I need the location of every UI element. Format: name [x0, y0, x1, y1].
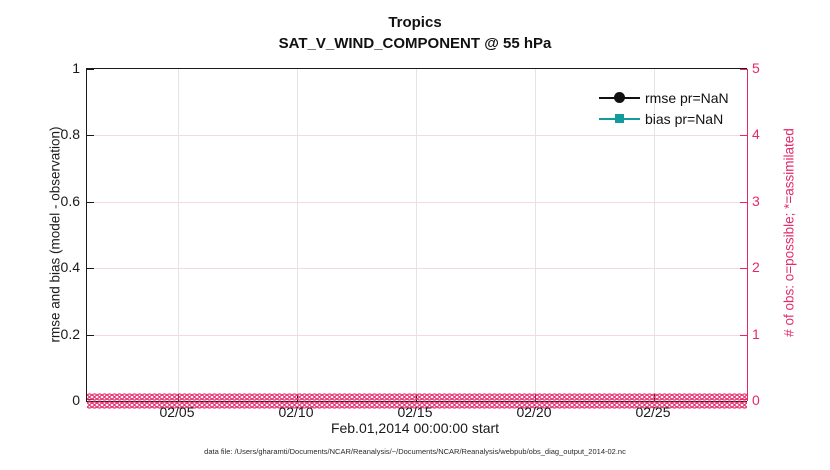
y-tick-label-right: 1	[752, 326, 760, 342]
x-tick-label: 02/20	[516, 404, 552, 420]
y-tick-label-left: 0.2	[60, 326, 80, 342]
y-tick-mark-right	[740, 69, 747, 71]
y-tick-mark-left	[87, 69, 94, 71]
gridline-vertical	[654, 69, 655, 401]
gridline-vertical	[178, 69, 179, 401]
x-axis-label: Feb.01,2014 00:00:00 start	[330, 420, 500, 436]
y-tick-mark-left	[87, 135, 94, 137]
y-tick-label-right: 4	[752, 126, 760, 142]
x-tick-label: 02/25	[635, 404, 671, 420]
plot-area: rmse pr=NaN bias pr=NaN	[86, 68, 749, 409]
legend-label: bias pr=NaN	[645, 110, 724, 127]
right-axis-spine	[747, 69, 749, 401]
chart-title-region: Tropics	[388, 14, 442, 31]
y-tick-mark-right	[740, 135, 747, 137]
x-tick-label: 02/10	[278, 404, 314, 420]
y-tick-label-left: 0	[72, 392, 80, 408]
data-file-path: data file: /Users/gharamti/Documents/NCA…	[204, 447, 626, 456]
y-tick-label-right: 3	[752, 193, 760, 209]
x-tick-label: 02/15	[397, 404, 433, 420]
circle-marker-icon	[599, 92, 640, 104]
y-tick-label-left: 0.4	[60, 259, 80, 275]
chart-title-variable: SAT_V_WIND_COMPONENT @ 55 hPa	[278, 35, 552, 52]
gridline-horizontal	[87, 202, 747, 203]
x-tick-label: 02/05	[159, 404, 195, 420]
y-tick-mark-left	[87, 335, 94, 337]
y-tick-mark-left	[87, 202, 94, 204]
gridline-horizontal	[87, 135, 747, 136]
obs-count-marker-band	[87, 393, 747, 409]
y-tick-mark-right	[740, 268, 747, 270]
gridline-vertical	[297, 69, 298, 401]
square-marker-icon	[599, 113, 640, 125]
y-axis-right-label: # of obs: o=possible; *=assimilated	[781, 128, 797, 337]
y-tick-label-right: 0	[752, 392, 760, 408]
gridline-horizontal	[87, 268, 747, 269]
gridline-horizontal	[87, 335, 747, 336]
legend-item: rmse pr=NaN	[599, 87, 729, 108]
y-tick-label-right: 5	[752, 60, 760, 76]
y-tick-label-left: 0.6	[60, 193, 80, 209]
y-tick-mark-left	[87, 268, 94, 270]
gridline-vertical	[416, 69, 417, 401]
y-tick-label-right: 2	[752, 259, 760, 275]
chart-title-block: Tropics SAT_V_WIND_COMPONENT @ 55 hPa	[0, 12, 830, 54]
y-tick-label-left: 0.8	[60, 126, 80, 142]
legend-label: rmse pr=NaN	[645, 89, 729, 106]
y-axis-left-label: rmse and bias (model - observation)	[47, 126, 63, 343]
y-tick-mark-right	[740, 335, 747, 337]
legend-item: bias pr=NaN	[599, 108, 729, 129]
gridline-vertical	[535, 69, 536, 401]
y-tick-label-left: 1	[72, 60, 80, 76]
legend: rmse pr=NaN bias pr=NaN	[599, 87, 729, 129]
y-tick-mark-right	[740, 202, 747, 204]
